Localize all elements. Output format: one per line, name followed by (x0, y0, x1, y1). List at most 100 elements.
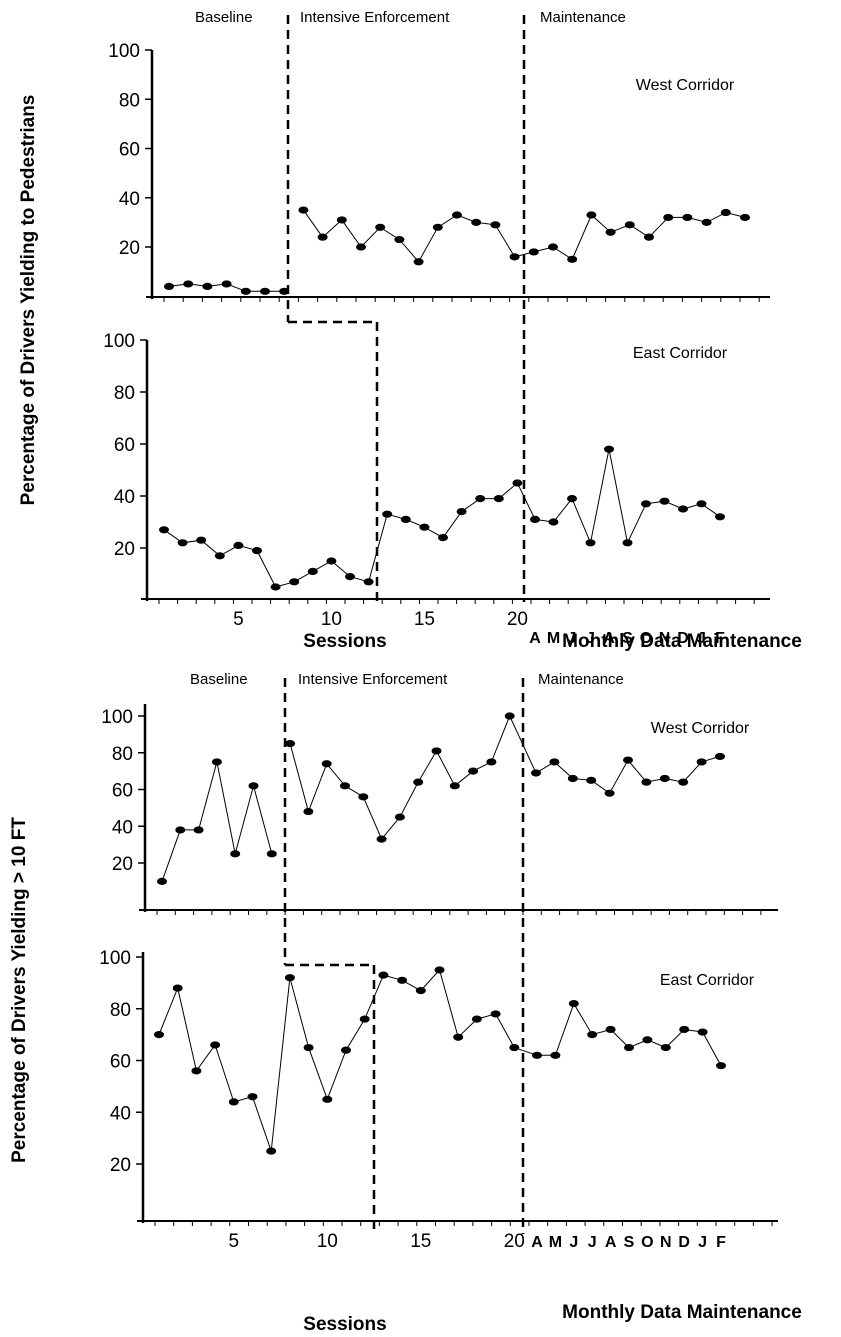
y-axis-label-bottom: Percentage of Drivers Yielding > 10 FT (9, 817, 30, 1163)
y-tick-label: 40 (112, 817, 133, 838)
y-tick-label: 20 (114, 539, 135, 560)
month-label: O (641, 1234, 653, 1251)
data-point (340, 782, 350, 790)
y-axis-label-top: Percentage of Drivers Yielding to Pedest… (18, 95, 39, 506)
data-point (177, 539, 188, 547)
data-point (196, 536, 207, 544)
data-point (356, 243, 366, 251)
month-label: J (569, 1234, 578, 1251)
y-tick-label: 80 (114, 383, 135, 404)
data-point (298, 206, 309, 214)
data-point (697, 1028, 708, 1036)
phase-label-intensive-top: Intensive Enforcement (300, 9, 450, 26)
month-label: N (659, 630, 671, 647)
data-point (679, 1025, 690, 1034)
data-point (400, 515, 411, 524)
data-point (270, 583, 281, 591)
series-line (161, 714, 721, 882)
month-label: S (622, 630, 633, 647)
data-point (659, 497, 670, 505)
data-point (605, 1025, 616, 1034)
month-label: F (715, 630, 725, 647)
panel-3: 20 40 60 80 100 West Corridor (101, 704, 778, 915)
month-label: F (716, 1234, 726, 1251)
x-tick-label: 10 (321, 609, 342, 630)
series-line (158, 968, 722, 1152)
month-label: A (603, 630, 615, 647)
data-point (413, 778, 424, 786)
x-tick-label: 15 (410, 1231, 431, 1252)
data-point (567, 774, 578, 783)
data-point (382, 510, 393, 518)
month-label: A (531, 1234, 543, 1251)
data-point (210, 1041, 221, 1049)
y-tick-label: 20 (112, 854, 133, 875)
data-point (468, 767, 479, 775)
data-point (490, 221, 501, 229)
data-point (604, 789, 615, 797)
phase-label-maintenance-bottom: Maintenance (538, 671, 624, 688)
data-point (375, 223, 386, 231)
data-point (438, 534, 448, 542)
data-point (682, 213, 693, 222)
data-point (260, 287, 270, 295)
data-point (678, 505, 688, 513)
data-point (490, 1010, 501, 1018)
phase-change-lines (283, 15, 526, 1234)
data-point (230, 850, 241, 858)
data-point (549, 758, 560, 766)
data-point (531, 769, 541, 777)
data-point (394, 236, 405, 244)
phase-label-intensive-bottom: Intensive Enforcement (298, 671, 448, 688)
data-point (193, 826, 204, 834)
data-point (434, 966, 445, 974)
x-tick-label: 5 (233, 609, 244, 630)
data-point (157, 877, 167, 885)
data-point (530, 515, 540, 524)
data-point (532, 1051, 542, 1059)
data-point (432, 223, 443, 231)
data-point (202, 282, 213, 290)
data-point (228, 1098, 239, 1106)
data-point (211, 758, 222, 766)
data-point (266, 850, 277, 858)
data-point (504, 712, 515, 720)
data-point (449, 782, 460, 790)
x-axis-label-sessions-bottom: Sessions (303, 1314, 386, 1335)
x-tick-label: 5 (229, 1231, 240, 1252)
data-point (154, 1031, 164, 1039)
y-tick-label: 40 (114, 487, 135, 508)
data-point (322, 1095, 333, 1103)
panel-1: 20 40 60 80 100 West Corridor (108, 41, 770, 302)
month-label: A (529, 630, 541, 647)
phase-label-maintenance-top: Maintenance (540, 9, 626, 26)
corridor-label: East Corridor (633, 345, 728, 362)
y-tick-label: 100 (103, 331, 135, 352)
data-point (624, 1043, 634, 1052)
data-point (696, 758, 707, 766)
data-point (715, 752, 725, 761)
data-point (471, 1015, 482, 1023)
data-point (605, 228, 616, 236)
data-point (715, 513, 725, 521)
data-point (696, 500, 707, 508)
month-label: O (640, 630, 652, 647)
data-point (622, 539, 633, 547)
data-point (247, 1093, 258, 1101)
y-tick-label: 60 (114, 435, 135, 456)
data-point (279, 287, 290, 295)
data-point (363, 578, 374, 586)
y-tick-label: 100 (99, 948, 131, 969)
data-point (475, 495, 486, 503)
y-tick-label: 40 (119, 189, 140, 210)
data-point (431, 747, 442, 755)
data-point (321, 760, 332, 768)
data-point (159, 526, 169, 534)
data-point (341, 1046, 351, 1054)
data-point (266, 1147, 277, 1155)
x-tick-label: 20 (504, 1231, 525, 1252)
data-point (394, 813, 405, 821)
x-tick-label: 10 (317, 1231, 338, 1252)
